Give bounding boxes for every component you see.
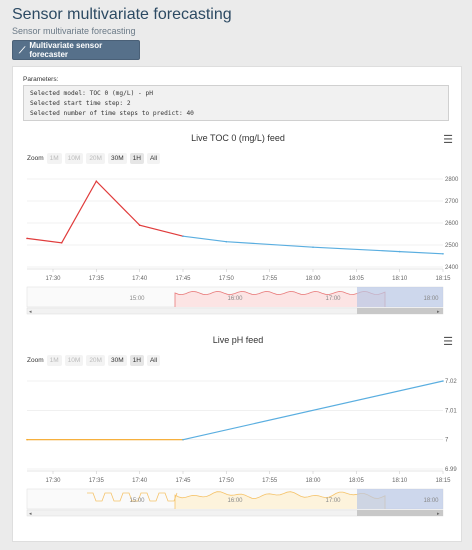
series-line — [26, 180, 184, 244]
zoom-controls: Zoom 1M 10M 20M 30M 1H All — [27, 153, 161, 164]
navigator-tick-label: 15:00 — [129, 296, 145, 302]
data-point — [442, 253, 444, 255]
chart-menu-icon[interactable]: ☰ — [443, 336, 453, 348]
data-point — [398, 250, 401, 253]
scrollbar-thumb — [357, 308, 443, 314]
chart-title: Live pH feed — [212, 335, 264, 345]
x-tick-label: 18:15 — [435, 276, 451, 282]
data-point — [225, 240, 228, 243]
zoom-label: Zoom — [27, 155, 44, 162]
zoom-all-button[interactable]: All — [146, 153, 161, 164]
x-tick-label: 17:35 — [89, 478, 105, 484]
y-tick-label: 7 — [445, 438, 449, 444]
line-chart-icon: ⟋ — [19, 44, 26, 55]
x-tick-label: 18:15 — [435, 478, 451, 484]
x-tick-label: 18:05 — [349, 276, 365, 282]
x-tick-label: 17:45 — [175, 276, 191, 282]
y-tick-label: 2800 — [445, 177, 459, 183]
x-tick-label: 17:40 — [132, 478, 148, 484]
navigator-tick-label: 17:00 — [325, 498, 341, 504]
toc-chart: Live TOC 0 (mg/L) feed ☰ Zoom 1M 10M 20M… — [13, 127, 463, 327]
y-tick-label: 2600 — [445, 221, 459, 227]
param-line: Selected model: TOC 0 (mg/L) - pH — [30, 90, 153, 97]
navigator-selection — [357, 287, 443, 307]
x-tick-label: 18:05 — [349, 478, 365, 484]
parameters-label: Parameters: — [23, 76, 59, 83]
zoom-1h-button[interactable]: 1H — [129, 355, 144, 366]
param-line: Selected number of time steps to predict… — [30, 110, 194, 117]
data-point — [60, 242, 63, 244]
zoom-1m-button[interactable]: 1M — [46, 153, 62, 164]
x-tick-label: 17:55 — [262, 478, 278, 484]
zoom-20m-button[interactable]: 20M — [86, 153, 105, 164]
y-tick-label: 6.99 — [445, 467, 457, 473]
x-tick-label: 17:40 — [132, 276, 148, 282]
x-tick-label: 18:10 — [392, 478, 408, 484]
navigator-tick-label: 17:00 — [325, 296, 341, 302]
x-tick-label: 17:55 — [262, 276, 278, 282]
scroll-left-arrow: ◂ — [29, 309, 32, 315]
chart-menu-icon[interactable]: ☰ — [443, 134, 453, 146]
x-tick-label: 18:10 — [392, 276, 408, 282]
zoom-30m-button[interactable]: 30M — [107, 355, 127, 366]
x-tick-label: 18:00 — [305, 276, 321, 282]
x-tick-label: 17:35 — [89, 276, 105, 282]
navigator-series — [174, 491, 386, 509]
param-line: Selected start time step: 2 — [30, 100, 131, 107]
toc-chart-svg: 2800 2700 2600 2500 2400 17:30 17:35 17:40 17:45… — [26, 177, 459, 315]
navigator-tick-label: 16:00 — [227, 498, 243, 504]
zoom-label: Zoom — [27, 357, 44, 364]
multivariate-forecaster-button[interactable]: ⟋ Multivariate sensor forecaster — [12, 40, 140, 60]
navigator-tick-label: 15:00 — [129, 498, 145, 504]
y-tick-label: 2400 — [445, 265, 459, 271]
page-title: Sensor multivariate forecasting — [12, 6, 232, 23]
data-point — [442, 380, 444, 382]
navigator-tick-label: 18:00 — [423, 296, 439, 302]
data-point — [26, 438, 28, 441]
zoom-30m-button[interactable]: 30M — [107, 153, 127, 164]
results-panel: Parameters: Selected model: TOC 0 (mg/L)… — [12, 66, 462, 542]
scrollbar-thumb — [357, 510, 443, 516]
data-point — [95, 180, 98, 182]
x-tick-label: 17:30 — [45, 478, 61, 484]
zoom-1h-button[interactable]: 1H — [129, 153, 144, 164]
parameters-box: Selected model: TOC 0 (mg/L) - pH Select… — [23, 85, 449, 121]
data-point — [138, 224, 141, 226]
zoom-10m-button[interactable]: 10M — [64, 355, 84, 366]
x-tick-label: 17:45 — [175, 478, 191, 484]
x-tick-label: 18:00 — [305, 478, 321, 484]
page-subtitle: Sensor multivariate forecasting — [12, 26, 136, 36]
forecaster-button-label: Multivariate sensor forecaster — [29, 41, 103, 59]
navigator-tick-label: 16:00 — [227, 296, 243, 302]
data-point — [26, 237, 28, 240]
navigator-series — [87, 492, 178, 502]
x-tick-label: 17:50 — [219, 478, 235, 484]
ph-chart: Live pH feed ☰ Zoom 1M 10M 20M 30M 1H Al… — [13, 329, 463, 529]
navigator-selection — [357, 489, 443, 509]
ph-chart-svg: 7.02 7.01 7 6.99 17:30 17:35 17:40 17:45 17:50 17… — [26, 379, 457, 517]
data-point — [182, 235, 184, 237]
zoom-1m-button[interactable]: 1M — [46, 355, 62, 366]
x-tick-label: 17:50 — [219, 276, 235, 282]
y-tick-label: 7.02 — [445, 379, 457, 385]
navigator-series — [174, 290, 386, 307]
scroll-left-arrow: ◂ — [29, 511, 32, 517]
scroll-right-arrow: ▸ — [437, 511, 440, 517]
zoom-all-button[interactable]: All — [146, 355, 161, 366]
zoom-controls: Zoom 1M 10M 20M 30M 1H All — [27, 355, 161, 366]
y-tick-label: 2500 — [445, 243, 459, 249]
series-line — [182, 380, 444, 441]
y-tick-label: 7.01 — [445, 408, 457, 414]
scroll-right-arrow: ▸ — [437, 309, 440, 315]
navigator-tick-label: 18:00 — [423, 498, 439, 504]
data-point — [312, 246, 314, 248]
chart-title: Live TOC 0 (mg/L) feed — [191, 133, 285, 143]
zoom-20m-button[interactable]: 20M — [86, 355, 105, 366]
x-tick-label: 17:30 — [45, 276, 61, 282]
y-tick-label: 2700 — [445, 199, 459, 205]
zoom-10m-button[interactable]: 10M — [64, 153, 84, 164]
data-point — [182, 438, 184, 441]
